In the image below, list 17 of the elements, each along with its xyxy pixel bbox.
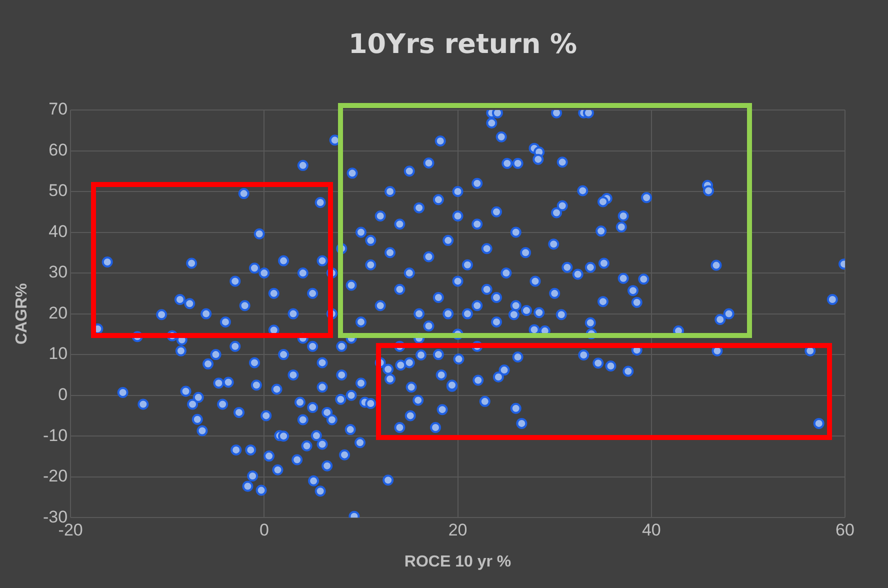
y-tick-label: -20: [42, 466, 68, 486]
x-tick-label: 40: [642, 520, 661, 540]
chart-title: 10Yrs return %: [348, 29, 578, 60]
x-tick-label: 0: [259, 520, 269, 540]
y-tick-label: -10: [42, 426, 68, 445]
y-axis-title: CAGR%: [13, 283, 30, 344]
y-tick-label: 30: [48, 262, 68, 282]
x-axis-title: ROCE 10 yr %: [404, 553, 512, 570]
y-tick-label: 70: [48, 100, 68, 119]
y-tick-label: 0: [58, 385, 68, 404]
x-tick-label: 20: [448, 520, 468, 540]
x-tick-label: 60: [836, 520, 854, 540]
y-tick-label: 40: [48, 222, 68, 241]
y-tick-label: 20: [48, 303, 68, 322]
y-tick-label: 50: [48, 181, 68, 200]
y-tick-label: 10: [48, 344, 68, 364]
y-tick-label: 60: [48, 140, 68, 160]
